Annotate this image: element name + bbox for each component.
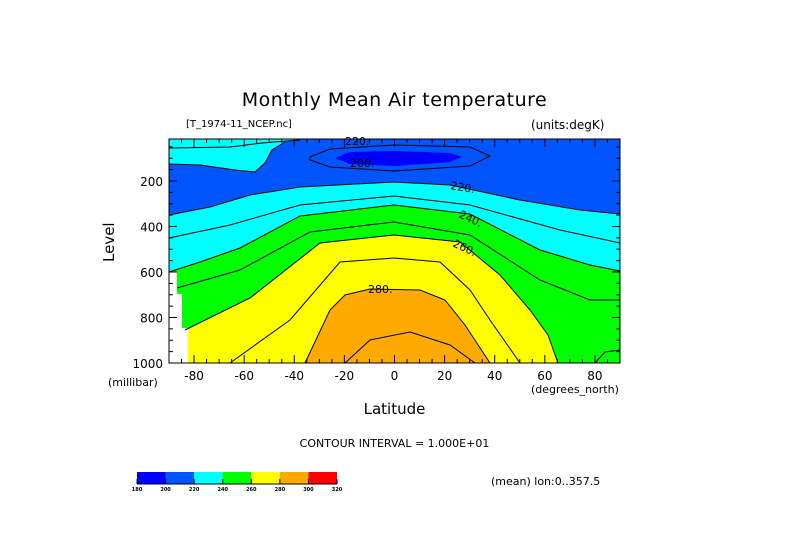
contour-line	[168, 195, 621, 244]
contour-line	[168, 181, 621, 216]
x-tick-label: 20	[437, 369, 452, 383]
contour-lines	[168, 139, 621, 364]
x-tick-label: 60	[537, 369, 552, 383]
colorbar-swatch	[251, 472, 280, 484]
x-tick-label: -80	[184, 369, 204, 383]
y-tick-label: 800	[140, 312, 163, 326]
contour-line	[168, 139, 301, 149]
colorbar-label: 240	[217, 487, 228, 493]
contour-interval-text: CONTOUR INTERVAL = 1.000E+01	[299, 437, 490, 450]
contour-line	[168, 141, 286, 173]
x-tick-label: -20	[335, 369, 355, 383]
x-tick-label: 40	[487, 369, 502, 383]
colorbar: 180 200 220 240 260 280 300 320	[132, 472, 343, 493]
colorbar-label: 260	[246, 487, 257, 493]
units-label: (units:degK)	[531, 118, 605, 132]
colorbar-swatch	[165, 472, 195, 484]
contour-line	[168, 204, 621, 273]
contour-line	[594, 349, 621, 364]
contour-line	[309, 144, 492, 172]
colorbar-label: 300	[303, 487, 314, 493]
contour-label: 220.	[449, 179, 475, 196]
contour-fills	[169, 139, 620, 363]
mean-longitude-note: (mean) lon:0..357.5	[491, 475, 601, 488]
missing-data-region	[169, 272, 188, 363]
fill-band-180-200	[335, 151, 462, 166]
x-tick-label: 0	[391, 369, 399, 383]
colorbar-label: 220	[189, 487, 200, 493]
file-label: [T_1974-11_NCEP.nc]	[186, 119, 292, 130]
x-axis-label: Latitude	[363, 400, 426, 418]
contour-label: 200.	[350, 157, 375, 170]
plot-axes: -80 -60 -40 -20 0 20 40 60 80 200 400 600 800 1000	[132, 138, 621, 383]
y-tick-label: 400	[140, 221, 163, 235]
x-tick-label: -40	[284, 369, 304, 383]
colorbar-swatch	[222, 472, 252, 484]
contour-line	[304, 288, 491, 364]
colorbar-label: 200	[160, 487, 171, 493]
contour-label: 280.	[368, 283, 393, 296]
y-axis-units: (millibar)	[108, 376, 158, 389]
y-tick-label: 200	[140, 175, 163, 189]
x-tick-label: -60	[234, 369, 254, 383]
y-tick-label: 1000	[132, 357, 163, 371]
contour-line	[176, 221, 620, 301]
x-axis-units: (degrees_north)	[531, 383, 619, 396]
contour-line	[229, 257, 521, 364]
chart-title: Monthly Mean Air temperature	[241, 89, 548, 111]
colorbar-swatch	[308, 472, 337, 484]
contour-line	[184, 234, 559, 364]
colorbar-label: 320	[332, 487, 343, 493]
colorbar-swatch	[194, 472, 223, 484]
colorbar-swatch	[279, 472, 309, 484]
colorbar-label: 280	[275, 487, 286, 493]
fill-band-280-300	[305, 289, 490, 363]
colorbar-label: 180	[132, 487, 143, 493]
contour-line	[344, 331, 476, 364]
x-tick-label: 80	[587, 369, 602, 383]
colorbar-swatch	[137, 472, 166, 484]
y-tick-label: 600	[140, 266, 163, 280]
